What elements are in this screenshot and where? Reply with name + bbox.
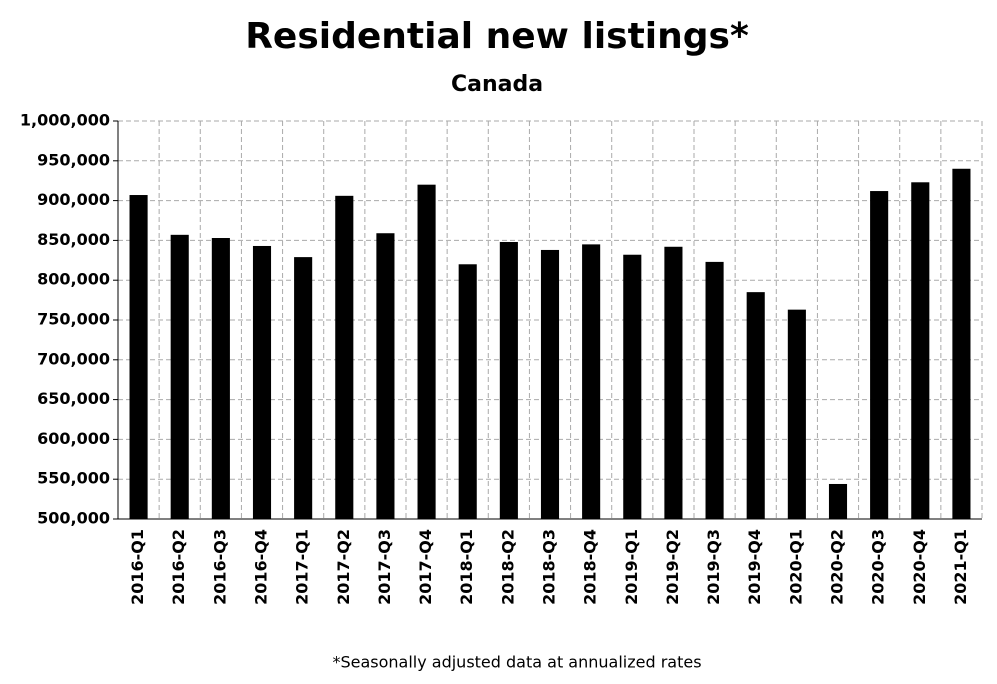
y-tick-label: 1,000,000 <box>20 111 110 130</box>
y-tick-label: 600,000 <box>37 429 110 448</box>
x-tick-label: 2020-Q3 <box>869 529 888 605</box>
x-tick-label: 2018-Q3 <box>540 529 559 605</box>
x-tick-label: 2020-Q4 <box>910 529 929 605</box>
bar <box>170 234 189 519</box>
bar <box>952 168 971 519</box>
bar <box>664 246 683 519</box>
bar <box>870 191 889 519</box>
y-tick-label: 750,000 <box>37 310 110 329</box>
x-tick-label: 2016-Q1 <box>128 529 147 605</box>
y-tick-label: 850,000 <box>37 230 110 249</box>
x-tick-label: 2018-Q1 <box>457 529 476 605</box>
chart-title: Residential new listings* <box>245 16 749 57</box>
bar <box>211 238 230 519</box>
bar <box>458 264 477 519</box>
bar <box>705 261 724 519</box>
x-tick-label: 2017-Q4 <box>416 529 435 605</box>
x-tick-label: 2020-Q2 <box>828 529 847 605</box>
x-tick-label: 2019-Q4 <box>745 529 764 605</box>
x-tick-label: 2018-Q4 <box>581 529 600 605</box>
bar <box>540 249 560 519</box>
y-tick-label: 700,000 <box>37 349 110 368</box>
bar <box>582 244 601 519</box>
x-tick-label: 2016-Q2 <box>169 529 188 605</box>
x-tick-label: 2021-Q1 <box>951 529 970 605</box>
y-tick-label: 550,000 <box>37 469 110 488</box>
y-tick-label: 500,000 <box>37 509 110 528</box>
x-tick-label: 2016-Q4 <box>252 529 271 605</box>
bar <box>828 483 848 519</box>
x-tick-label: 2019-Q1 <box>622 529 641 605</box>
chart-subtitle: Canada <box>451 72 543 97</box>
x-tick-label: 2018-Q2 <box>498 529 517 605</box>
x-tick-label: 2017-Q3 <box>375 529 394 605</box>
x-tick-label: 2019-Q2 <box>663 529 682 605</box>
y-tick-label: 950,000 <box>37 150 110 169</box>
y-tick-label: 800,000 <box>37 270 110 289</box>
bar <box>911 182 930 520</box>
x-tick-label: 2017-Q1 <box>293 529 312 605</box>
footnote: *Seasonally adjusted data at annualized … <box>332 653 701 672</box>
bar <box>746 292 765 519</box>
y-tick-label: 900,000 <box>37 190 110 209</box>
x-tick-label: 2019-Q3 <box>704 529 723 605</box>
bar <box>376 233 395 519</box>
x-tick-label: 2016-Q3 <box>210 529 229 605</box>
bar <box>623 254 642 519</box>
bar <box>787 309 806 519</box>
bar <box>252 245 272 520</box>
y-tick-label: 650,000 <box>37 389 110 408</box>
x-tick-label: 2017-Q2 <box>334 529 353 605</box>
bar <box>499 241 518 519</box>
bar <box>335 195 354 519</box>
x-tick-label: 2020-Q1 <box>786 529 805 605</box>
bar <box>294 257 313 519</box>
bar <box>129 195 148 519</box>
bar <box>417 184 436 519</box>
